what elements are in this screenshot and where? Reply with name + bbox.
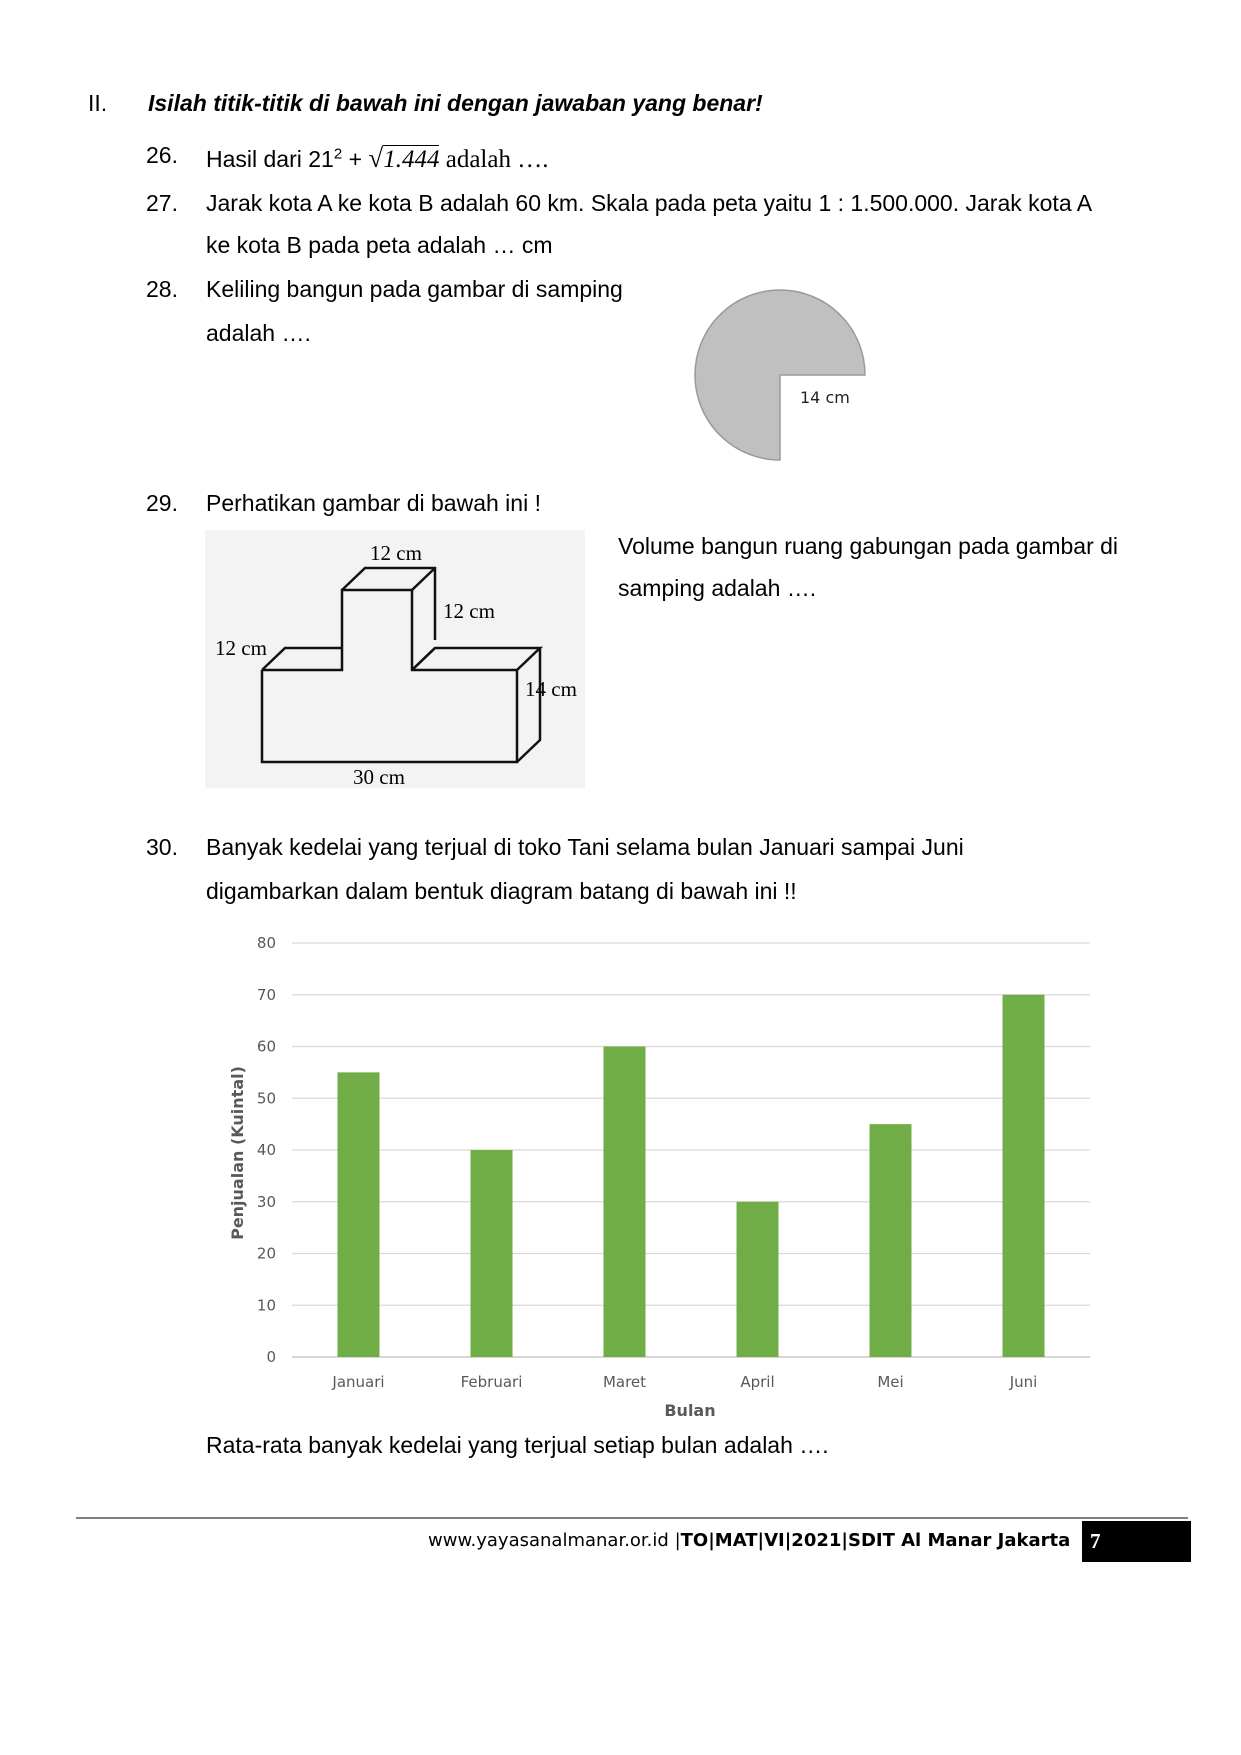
q30-line2: digambarkan dalam bentuk diagram batang … <box>206 878 797 904</box>
bar-februari <box>470 1150 513 1357</box>
footer-separator: | <box>674 1530 681 1551</box>
q26-exponent: 2 <box>333 145 343 163</box>
three-quarter-circle-figure: 14 cm <box>694 289 866 461</box>
bar-juni <box>1002 994 1045 1357</box>
y-tick-label: 0 <box>266 1348 276 1366</box>
bottom-length-label: 30 cm <box>353 765 405 788</box>
footer-website[interactable]: www.yayasanalmanar.or.id <box>428 1530 669 1551</box>
bars <box>337 994 1045 1357</box>
y-tick-label: 30 <box>257 1193 276 1211</box>
three-quarter-circle-shape <box>694 289 866 461</box>
sqrt-sign: √ <box>368 143 384 173</box>
q26-text: Hasil dari 212 + √1.444 adalah …. <box>206 142 548 175</box>
q26-number: 26. <box>146 142 178 168</box>
gridlines <box>292 942 1090 1358</box>
page-number-box: 7 <box>1082 1521 1191 1562</box>
q29-side-line1: Volume bangun ruang gabungan pada gambar… <box>618 533 1119 559</box>
bar-maret <box>603 1046 646 1357</box>
top-depth-label: 12 cm <box>443 599 495 623</box>
q26-pre: Hasil dari 21 <box>206 146 334 172</box>
bar-april <box>736 1201 779 1357</box>
footer-code: TO|MAT|VI|2021|SDIT Al Manar Jakarta <box>680 1530 1071 1551</box>
y-tick-labels: 0 10 20 30 40 50 60 70 80 <box>257 934 276 1366</box>
x-axis-label: Bulan <box>664 1401 715 1420</box>
top-width-label: 12 cm <box>370 541 422 565</box>
x-tick-label: Januari <box>331 1373 384 1391</box>
bar-januari <box>337 1072 380 1357</box>
page-number: 7 <box>1090 1529 1101 1553</box>
height-label: 14 cm <box>525 677 577 701</box>
q29-line1: Perhatikan gambar di bawah ini ! <box>206 490 541 516</box>
q29-side-line2: samping adalah …. <box>618 575 817 601</box>
q26-plus: + <box>342 146 369 172</box>
left-depth-label: 12 cm <box>215 636 267 660</box>
q29-number: 29. <box>146 490 178 516</box>
y-tick-label: 70 <box>257 986 276 1004</box>
x-tick-label: Februari <box>461 1373 523 1391</box>
footer-rule <box>76 1517 1188 1519</box>
prism-outline <box>260 566 544 764</box>
q27-number: 27. <box>146 190 178 216</box>
x-tick-label: Juni <box>1009 1373 1038 1391</box>
bar-mei <box>869 1124 912 1357</box>
q27-line2: ke kota B pada peta adalah … cm <box>206 232 553 258</box>
y-axis-label: Penjualan (Kuintal) <box>228 1066 247 1240</box>
y-tick-label: 20 <box>257 1245 276 1263</box>
x-tick-label: Maret <box>603 1373 646 1391</box>
q27-line1: Jarak kota A ke kota B adalah 60 km. Ska… <box>206 190 1093 216</box>
q30-number: 30. <box>146 834 178 860</box>
x-tick-label: April <box>740 1373 774 1391</box>
q30-line1: Banyak kedelai yang terjual di toko Tani… <box>206 834 964 860</box>
section-instruction: Isilah titik-titik di bawah ini dengan j… <box>148 90 763 116</box>
sales-bar-chart: 0 10 20 30 40 50 60 70 80 Januari Februari Maret Ap… <box>228 934 1090 1420</box>
q28-number: 28. <box>146 276 178 302</box>
x-tick-labels: Januari Februari Maret April Mei Juni <box>331 1373 1037 1391</box>
figure-background <box>205 530 585 788</box>
y-tick-label: 40 <box>257 1141 276 1159</box>
q28-line1: Keliling bangun pada gambar di samping <box>206 276 623 302</box>
composite-prism-figure: 12 cm 12 cm 12 cm 14 cm 30 cm <box>205 530 585 788</box>
q28-line2: adalah …. <box>206 320 311 346</box>
q26-sqrt-value: 1.444 <box>383 145 440 173</box>
x-tick-label: Mei <box>877 1373 903 1391</box>
footer-text: www.yayasanalmanar.or.id |TO|MAT|VI|2021… <box>428 1530 1070 1551</box>
q30-question: Rata-rata banyak kedelai yang terjual se… <box>206 1432 829 1458</box>
section-number: II. <box>88 90 108 116</box>
y-tick-label: 80 <box>257 934 276 952</box>
radius-label: 14 cm <box>800 388 850 407</box>
q26-post: adalah …. <box>439 146 549 173</box>
y-tick-label: 10 <box>257 1296 276 1314</box>
y-tick-label: 50 <box>257 1089 276 1107</box>
y-tick-label: 60 <box>257 1038 276 1056</box>
